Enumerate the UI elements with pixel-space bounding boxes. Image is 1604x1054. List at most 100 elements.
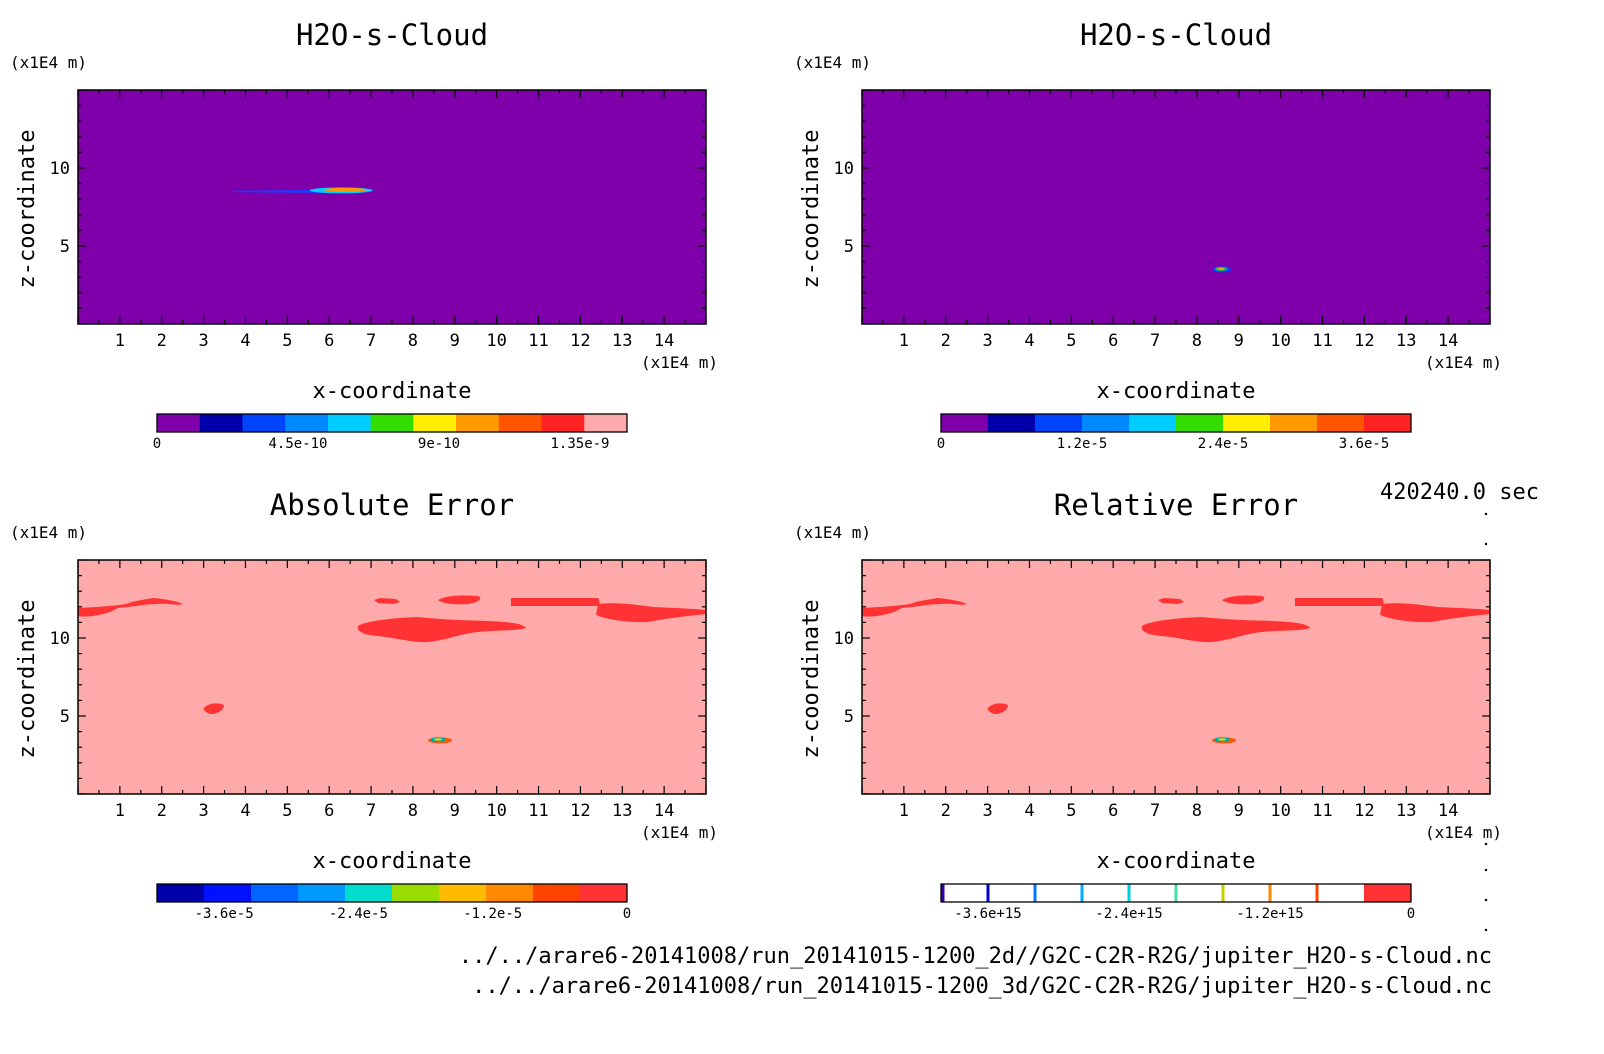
x-tick-label: 7: [1150, 331, 1160, 351]
x-tick-label: 10: [1270, 331, 1290, 351]
plot-features: [78, 595, 706, 744]
cloud-layer-orange: [323, 187, 367, 192]
colorbar-swatch: [1223, 414, 1271, 432]
colorbar-frame: [940, 413, 1412, 433]
x-tick-label: 6: [324, 331, 334, 351]
colorbar-swatch: [486, 884, 534, 902]
colorbar-tick-label: -2.4e+15: [1095, 906, 1162, 922]
x-tick-label: 7: [366, 801, 376, 821]
error-region: [1295, 598, 1384, 606]
colorbar-swatch: [1270, 414, 1318, 432]
x-tick-label: 1: [115, 801, 125, 821]
x-tick-label: 4: [1024, 331, 1034, 351]
colorbar-swatch: [327, 414, 372, 432]
plot-features: [862, 595, 1490, 744]
colorbar-swatch: [1364, 414, 1412, 432]
x-tick-label: 3: [198, 801, 208, 821]
x-tick-label: 5: [1066, 331, 1076, 351]
colorbar-swatch: [941, 884, 989, 902]
colorbar-tick-label: 1.2e-5: [1057, 436, 1108, 452]
margin-dot: [1484, 898, 1488, 902]
plot-features: [1213, 266, 1232, 273]
margin-dot: [1484, 928, 1488, 932]
colorbar-tick-label: 4.5e-10: [268, 436, 327, 452]
colorbar-tick-label: 0: [153, 436, 161, 452]
x-tick-label: 7: [1150, 801, 1160, 821]
z-unit-label: (x1E4 m): [10, 523, 87, 542]
z-tick-label: 10: [50, 629, 70, 649]
x-tick-label: 1: [115, 331, 125, 351]
x-tick-label: 3: [982, 331, 992, 351]
colorbar-swatch: [1317, 884, 1365, 902]
x-tick-label: 8: [1192, 331, 1202, 351]
colorbar-swatch: [584, 414, 628, 432]
colorbar-swatch: [1364, 884, 1412, 902]
error-region: [78, 598, 183, 617]
x-tick-label: 4: [240, 801, 250, 821]
x-unit-label: (x1E4 m): [641, 823, 718, 842]
x-tick-label: 12: [570, 331, 590, 351]
colorbar-tick-label: 2.4e-5: [1198, 436, 1249, 452]
x-tick-label: 3: [982, 801, 992, 821]
margin-dot: [1484, 868, 1488, 872]
x-tick-label: 11: [1312, 801, 1332, 821]
x-unit-label: (x1E4 m): [1425, 353, 1502, 372]
colorbar: 0 1.2e-5 2.4e-5 3.6e-5: [937, 413, 1412, 452]
plot-features: [232, 187, 373, 194]
colorbar-frame: [156, 883, 628, 903]
x-axis-title: x-coordinate: [313, 849, 472, 874]
colorbar-swatch: [1129, 414, 1177, 432]
colorbar-swatch: [242, 414, 286, 432]
error-region: [1222, 595, 1265, 605]
file-path-3d: ../../arare6-20141008/run_20141015-1200_…: [472, 974, 1492, 999]
x-unit-label: (x1E4 m): [641, 353, 718, 372]
colorbar-swatch: [251, 884, 299, 902]
colorbar-swatch: [988, 884, 1036, 902]
x-tick-label: 9: [1234, 331, 1244, 351]
z-tick-label: 10: [834, 159, 854, 179]
panel-title: H2O-s-Cloud: [296, 18, 488, 52]
x-tick-label: 11: [528, 331, 548, 351]
colorbar-tick-label: -1.2e+15: [1236, 906, 1303, 922]
error-region: [374, 598, 400, 604]
x-tick-label: 5: [282, 331, 292, 351]
x-tick-label: 14: [1438, 801, 1458, 821]
colorbar-contour-line: [941, 884, 945, 902]
z-axis-title: z-coordinate: [15, 600, 40, 759]
plot-background: [78, 560, 706, 794]
colorbar-swatch: [941, 414, 989, 432]
x-axis-title: x-coordinate: [1097, 849, 1256, 874]
x-tick-label: 8: [408, 801, 418, 821]
plot-background: [862, 90, 1490, 324]
file-path-2d: ../../arare6-20141008/run_20141015-1200_…: [458, 944, 1492, 969]
colorbar-contour-line: [1268, 884, 1272, 902]
colorbar-tick-label: 0: [937, 436, 945, 452]
colorbar-swatch: [533, 884, 581, 902]
error-region: [1158, 598, 1184, 604]
error-spot-yellow: [1218, 738, 1227, 741]
colorbar-swatch: [1129, 884, 1177, 902]
colorbar-tick-label: -1.2e-5: [463, 906, 522, 922]
x-tick-label: 8: [1192, 801, 1202, 821]
x-tick-label: 13: [1396, 331, 1416, 351]
colorbar-swatch: [1082, 884, 1130, 902]
panel-title: Relative Error: [1054, 488, 1298, 522]
x-tick-label: 9: [450, 331, 460, 351]
x-tick-label: 11: [1312, 331, 1332, 351]
x-tick-label: 7: [366, 331, 376, 351]
x-axis-title: x-coordinate: [313, 379, 472, 404]
colorbar-swatch: [199, 414, 243, 432]
z-tick-label: 5: [844, 237, 854, 257]
error-region: [511, 598, 600, 606]
colorbar-swatch: [345, 884, 393, 902]
error-region: [1380, 603, 1490, 623]
colorbar-contour-line: [1127, 884, 1131, 902]
x-tick-label: 12: [570, 801, 590, 821]
x-tick-label: 2: [157, 801, 167, 821]
colorbar-tick-label: -3.6e+15: [954, 906, 1021, 922]
colorbar-swatch: [298, 884, 346, 902]
x-tick-label: 2: [157, 331, 167, 351]
z-unit-label: (x1E4 m): [794, 523, 871, 542]
colorbar: -3.6e-5 -2.4e-5 -1.2e-5 0: [156, 883, 631, 922]
